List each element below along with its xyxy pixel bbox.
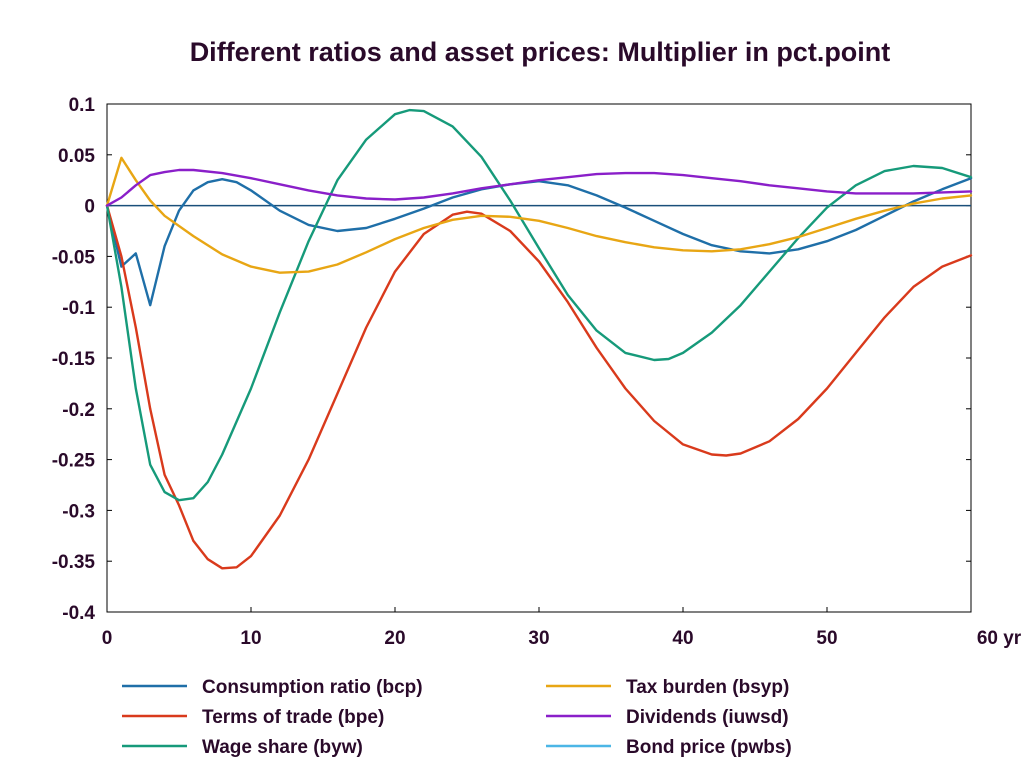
y-tick-label: -0.35 (52, 552, 96, 573)
x-tick-label: 0 (102, 628, 113, 649)
series-line-1 (105, 177, 973, 307)
y-tick-label: 0.1 (69, 95, 96, 116)
legend-label: Wage share (byw) (202, 737, 363, 758)
x-tick-label: 10 (240, 628, 261, 649)
legend-label: Tax burden (bsyp) (626, 677, 789, 698)
y-tick-label: -0.3 (62, 501, 95, 522)
series-line-2 (105, 204, 973, 570)
y-tick-label: -0.2 (62, 400, 95, 421)
y-tick-label: -0.25 (52, 451, 96, 472)
chart-title: Different ratios and asset prices: Multi… (190, 37, 891, 67)
x-tick-label: 60 yr (977, 628, 1022, 649)
legend-label: Bond price (pwbs) (626, 737, 792, 758)
x-tick-label: 20 (384, 628, 405, 649)
y-tick-label: -0.1 (62, 298, 95, 319)
y-tick-label: 0.05 (58, 146, 95, 167)
x-tick-label: 40 (672, 628, 693, 649)
y-tick-label: 0 (84, 197, 95, 218)
series-line-4 (105, 156, 973, 274)
legend-label: Dividends (iuwsd) (626, 707, 789, 728)
y-tick-label: -0.15 (52, 349, 96, 370)
legend-label: Terms of trade (bpe) (202, 707, 384, 728)
y-tick-label: -0.05 (52, 247, 96, 268)
x-tick-label: 50 (816, 628, 837, 649)
y-tick-label: -0.4 (62, 603, 95, 624)
legend-label: Consumption ratio (bcp) (202, 677, 423, 698)
series-line-3 (105, 108, 973, 502)
series-line-5 (105, 168, 973, 207)
x-tick-label: 30 (528, 628, 549, 649)
